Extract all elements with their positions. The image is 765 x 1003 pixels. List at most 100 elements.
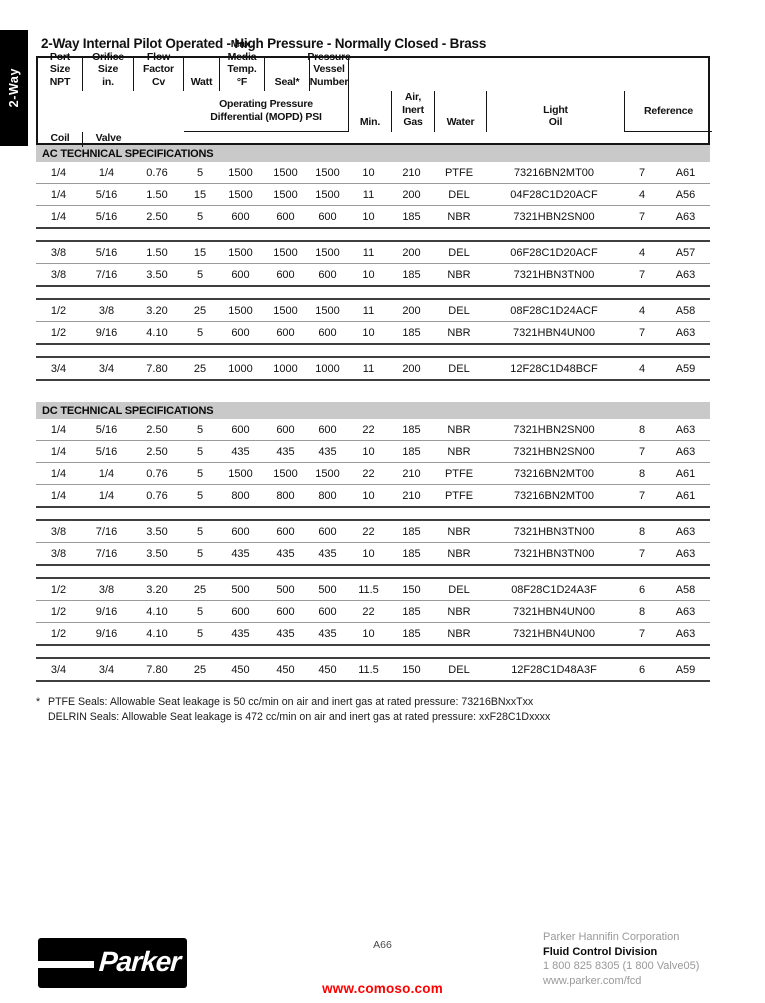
table-cell: NBR: [447, 268, 471, 281]
table-cell: 5: [196, 210, 204, 223]
table-cell: 5: [196, 627, 204, 640]
col-header-seal: Seal*: [265, 58, 310, 91]
table-cell: 10: [362, 326, 375, 339]
table-cell: 7321HBN2SN00: [513, 210, 595, 223]
col-header-min: Min.: [349, 91, 392, 132]
table-cell: 1500: [273, 246, 298, 259]
section-title-bar: AC TECHNICAL SPECIFICATIONS: [36, 145, 710, 162]
table-cell: 10: [362, 445, 375, 458]
table-cell: 600: [276, 605, 295, 618]
table-cell: 1/4: [50, 467, 67, 480]
row-group: 3/4 3/4 7.80 25 450 450 450 11.5 150 DEL 12F28C1D4…: [36, 657, 710, 682]
table-cell: 435: [231, 627, 250, 640]
table-cell: 10: [362, 210, 375, 223]
col-header-flow-factor: Flow Factor Cv: [134, 51, 184, 91]
col-header-coil: Coil: [38, 131, 83, 147]
table-cell: DEL: [448, 188, 470, 201]
footnote-line-delrin: DELRIN Seals: Allowable Seat leakage is …: [48, 711, 551, 723]
table-cell: 5: [196, 467, 204, 480]
table-row: 1/4 1/4 0.76 5 800 800 800 10 210 PTFE 73216BN2MT0…: [36, 484, 710, 506]
table-cell: A63: [675, 210, 696, 223]
table-cell: 3/8: [50, 246, 67, 259]
table-cell: 2.50: [146, 445, 168, 458]
table-cell: 4.10: [146, 326, 168, 339]
table-row: 1/4 1/4 0.76 5 1500 1500 1500 10 210 PTFE 73216BN2…: [36, 162, 710, 183]
table-cell: 185: [402, 547, 421, 560]
table-cell: NBR: [447, 525, 471, 538]
row-group: 3/4 3/4 7.80 25 1000 1000 1000 11 200 DEL 12F28C1D…: [36, 356, 710, 381]
table-cell: 185: [402, 605, 421, 618]
table-cell: 2.50: [146, 423, 168, 436]
table-cell: 500: [276, 583, 295, 596]
table-cell: 9/16: [95, 326, 118, 339]
table-row: 1/4 5/16 2.50 5 600 600 600 22 185 NBR 7321HBN2SN0…: [36, 419, 710, 440]
table-cell: 11: [362, 246, 375, 259]
table-cell: 1500: [315, 188, 340, 201]
table-cell: 3/8: [50, 547, 67, 560]
table-cell: A63: [675, 627, 696, 640]
table-cell: 25: [193, 583, 207, 596]
table-cell: DEL: [448, 246, 470, 259]
table-cell: 1/4: [50, 423, 67, 436]
table-cell: 8: [638, 467, 646, 480]
table-row: 1/2 3/8 3.20 25 500 500 500 11.5 150 DEL 08F28C1D2…: [36, 579, 710, 600]
table-cell: 10: [362, 268, 375, 281]
table-cell: 9/16: [95, 627, 118, 640]
table-cell: PTFE: [444, 467, 474, 480]
table-cell: 25: [193, 663, 207, 676]
table-cell: 600: [231, 423, 250, 436]
table-cell: 7: [638, 627, 646, 640]
table-cell: 10: [362, 547, 375, 560]
table-cell: 5/16: [95, 210, 118, 223]
table-cell: 2.50: [146, 210, 168, 223]
table-cell: 7: [638, 445, 646, 458]
table-cell: NBR: [447, 547, 471, 560]
table-cell: 7321HBN4UN00: [513, 326, 595, 339]
table-cell: 4.10: [146, 605, 168, 618]
spec-section: DC TECHNICAL SPECIFICATIONS 1/4 5/16 2.50 5 6…: [36, 402, 710, 682]
table-cell: DEL: [448, 362, 470, 375]
table-cell: NBR: [447, 326, 471, 339]
table-cell: 3.20: [146, 583, 168, 596]
table-cell: NBR: [447, 605, 471, 618]
table-cell: 500: [318, 583, 337, 596]
table-cell: 1500: [228, 304, 253, 317]
table-row: 1/4 5/16 1.50 15 1500 1500 1500 11 200 DEL 04F28C1…: [36, 183, 710, 205]
table-cell: DEL: [448, 583, 470, 596]
table-cell: 3/4: [50, 663, 67, 676]
table-cell: 1000: [273, 362, 298, 375]
table-cell: 4: [638, 246, 646, 259]
table-cell: 185: [402, 210, 421, 223]
table-cell: 73216BN2MT00: [513, 489, 595, 502]
table-cell: 500: [231, 583, 250, 596]
table-cell: 450: [231, 663, 250, 676]
page-title: 2-Way Internal Pilot Operated - High Pre…: [41, 36, 487, 51]
table-cell: 1500: [273, 188, 298, 201]
table-cell: 7/16: [95, 268, 118, 281]
table-cell: 22: [362, 423, 375, 436]
table-cell: 12F28C1D48BCF: [510, 362, 598, 375]
table-cell: 1500: [273, 467, 298, 480]
table-cell: 600: [318, 268, 337, 281]
table-cell: 06F28C1D20ACF: [510, 246, 598, 259]
table-row: 3/4 3/4 7.80 25 1000 1000 1000 11 200 DEL 12F28C1D…: [36, 358, 710, 379]
table-cell: 210: [402, 166, 421, 179]
footer-company: Parker Hannifin Corporation: [543, 931, 680, 943]
table-cell: 1/2: [50, 304, 67, 317]
table-cell: 1500: [315, 467, 340, 480]
table-cell: 3.20: [146, 304, 168, 317]
table-cell: 73216BN2MT00: [513, 166, 595, 179]
col-header-light-oil: Light Oil: [487, 91, 625, 132]
table-cell: 1/4: [50, 445, 67, 458]
table-cell: 600: [276, 326, 295, 339]
footnote-line-ptfe: PTFE Seals: Allowable Seat leakage is 50…: [48, 696, 534, 708]
table-cell: 7/16: [95, 547, 118, 560]
table-cell: 600: [318, 326, 337, 339]
table-cell: 1500: [228, 166, 253, 179]
spec-section: AC TECHNICAL SPECIFICATIONS 1/4 1/4 0.76 5 15…: [36, 145, 710, 381]
table-cell: 435: [318, 445, 337, 458]
table-cell: 3/8: [50, 525, 67, 538]
table-cell: 8: [638, 605, 646, 618]
table-cell: A56: [675, 188, 696, 201]
table-cell: PTFE: [444, 166, 474, 179]
